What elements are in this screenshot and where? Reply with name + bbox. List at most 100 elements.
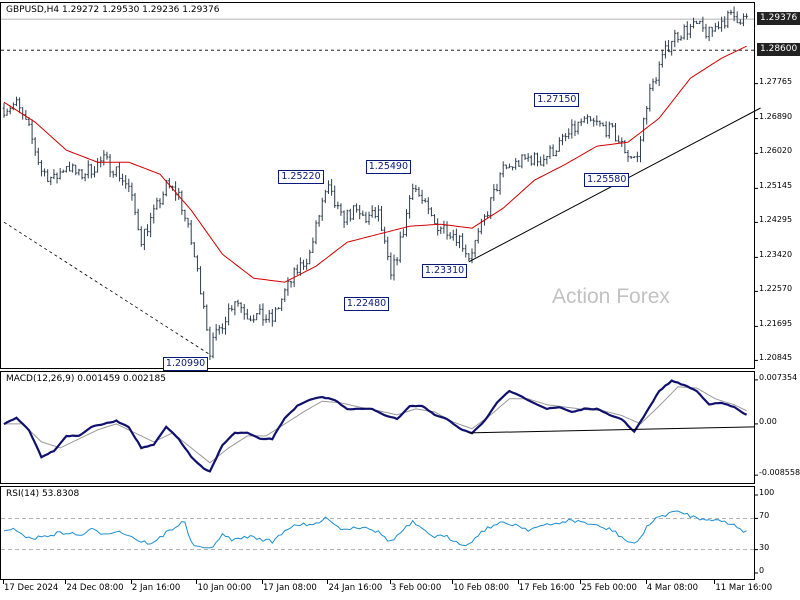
price-bar xyxy=(37,147,40,165)
price-bar xyxy=(476,227,480,244)
price-axis-label: 1.26890 xyxy=(759,111,793,121)
pivot-label: 1.22480 xyxy=(343,297,390,311)
price-bar xyxy=(352,205,355,220)
price-bar xyxy=(199,266,202,295)
price-bar xyxy=(314,220,318,245)
price-bar xyxy=(80,169,84,180)
price-bar xyxy=(239,302,243,313)
price-bar xyxy=(439,226,443,235)
price-bar xyxy=(214,324,218,341)
price-bar xyxy=(430,207,433,217)
price-bar xyxy=(280,298,283,311)
price-bar xyxy=(536,152,539,167)
date-axis-tick xyxy=(645,580,647,584)
price-bar xyxy=(146,224,149,237)
price-bar xyxy=(383,226,386,244)
price-bar xyxy=(732,6,736,22)
price-bar xyxy=(205,304,209,331)
price-bar xyxy=(124,175,127,189)
price-bar xyxy=(392,254,396,281)
price-bar xyxy=(249,315,252,322)
price-bar xyxy=(258,304,262,315)
price-bar xyxy=(651,78,655,92)
price-bar xyxy=(554,150,558,157)
price-bar xyxy=(267,309,271,323)
price-bar xyxy=(33,137,37,157)
price-axis-label: 1.20845 xyxy=(759,353,793,363)
rsi-chart-svg xyxy=(1,494,758,574)
price-bar xyxy=(551,144,555,157)
price-bar xyxy=(523,154,527,160)
price-bar xyxy=(657,61,661,87)
price-bar xyxy=(311,237,315,254)
price-bar xyxy=(667,40,670,53)
date-axis-label: 17 Feb 16:00 xyxy=(518,583,575,593)
price-bar xyxy=(111,170,115,178)
price-bar xyxy=(461,233,464,252)
price-bar xyxy=(336,201,340,210)
price-bar xyxy=(330,178,333,196)
date-axis-tick xyxy=(130,580,132,584)
price-bar xyxy=(464,244,468,258)
price-bar xyxy=(71,163,74,173)
macd-signal-line xyxy=(4,386,747,464)
dashed-trend-line xyxy=(3,221,211,355)
rsi-header: RSI(14) 53.8308 xyxy=(6,489,80,499)
price-bar xyxy=(93,166,96,178)
price-bar xyxy=(639,136,642,163)
price-bar xyxy=(583,116,586,123)
price-bar xyxy=(720,16,723,32)
price-bar xyxy=(224,316,227,335)
price-axis-label: 1.27765 xyxy=(759,76,793,86)
macd-chart-svg xyxy=(3,379,758,476)
price-bar xyxy=(133,192,137,216)
price-bar xyxy=(183,209,187,222)
price-bar xyxy=(289,280,293,288)
price-bar xyxy=(65,166,68,173)
price-bar xyxy=(670,40,673,56)
price-bar xyxy=(636,151,639,163)
price-bar xyxy=(180,190,184,215)
date-axis-label: 2 Jan 16:00 xyxy=(131,583,181,593)
price-bar xyxy=(317,214,321,227)
price-bar xyxy=(158,198,162,209)
price-bar xyxy=(358,205,361,220)
price-bar xyxy=(202,291,205,309)
price-bar xyxy=(682,24,686,40)
price-bar xyxy=(707,26,711,42)
price-axis-label: 1.26020 xyxy=(759,146,793,156)
price-bar xyxy=(217,325,221,335)
price-bar xyxy=(486,211,489,219)
price-bar xyxy=(274,307,277,322)
price-bar xyxy=(579,118,583,127)
date-axis-tick xyxy=(327,580,329,584)
price-bar xyxy=(529,155,533,166)
price-bar xyxy=(564,133,567,142)
price-bar xyxy=(710,26,714,37)
date-axis-label: 4 Mar 08:00 xyxy=(646,583,699,593)
price-bar xyxy=(408,195,411,219)
price-bar xyxy=(30,119,34,145)
price-bar xyxy=(174,181,177,201)
price-bar xyxy=(526,153,530,162)
price-bar xyxy=(58,167,62,180)
price-bar xyxy=(567,128,571,139)
price-bar xyxy=(196,255,199,272)
price-bar xyxy=(333,185,337,208)
price-bar xyxy=(208,326,212,361)
price-bar xyxy=(143,228,146,251)
price-bar xyxy=(676,31,680,43)
price-bar xyxy=(545,156,549,165)
price-bar xyxy=(679,35,683,41)
price-bar xyxy=(570,119,574,139)
price-bar xyxy=(61,169,65,173)
price-axis-label: 1.21695 xyxy=(759,319,793,329)
rsi-axis-label: 70 xyxy=(759,511,770,521)
price-bar xyxy=(373,207,377,219)
rsi-line xyxy=(3,510,747,549)
price-bar xyxy=(43,168,46,177)
price-bar xyxy=(698,20,702,25)
price-bar xyxy=(427,197,430,215)
price-bar xyxy=(505,164,508,170)
price-bar xyxy=(508,163,511,169)
